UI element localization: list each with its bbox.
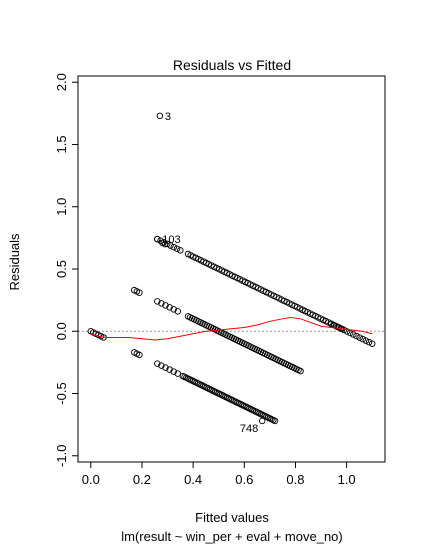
residual-point xyxy=(166,304,173,311)
residual-point xyxy=(170,306,177,313)
residual-point xyxy=(340,326,348,334)
residual-point xyxy=(154,298,161,305)
residual-point xyxy=(163,240,171,248)
x-axis-label: Fitted values xyxy=(195,510,269,525)
model-formula-sublabel: lm(result ~ win_per + eval + move_no) xyxy=(121,529,342,544)
residual-point xyxy=(297,367,304,375)
residual-point xyxy=(173,245,181,252)
residual-point xyxy=(136,289,143,296)
x-tick-label: 0.8 xyxy=(286,472,304,487)
residual-point xyxy=(343,328,351,335)
residual-point xyxy=(161,240,169,248)
point-label: 3 xyxy=(165,111,171,123)
x-tick-label: 0.4 xyxy=(184,472,202,487)
smooth-line xyxy=(90,317,373,341)
x-axis: 0.0 0.2 0.4 0.6 0.8 1.0 xyxy=(82,461,356,487)
residual-point xyxy=(158,300,165,307)
residual-point xyxy=(350,331,357,338)
residual-point xyxy=(353,332,360,340)
residual-point xyxy=(356,334,363,341)
residual-point xyxy=(177,247,184,254)
residual-point xyxy=(154,235,161,243)
plot-frame xyxy=(77,75,386,463)
y-axis: -1.0 -0.5 0.0 0.5 1.0 1.5 2.0 xyxy=(54,73,79,467)
y-tick-label: -1.0 xyxy=(54,445,69,467)
x-tick-label: 1.0 xyxy=(338,472,356,487)
y-tick-label: 0.0 xyxy=(54,322,69,340)
residual-point xyxy=(359,335,367,343)
chart-title: Residuals vs Fitted xyxy=(173,57,291,73)
x-tick-label: 0.2 xyxy=(133,472,151,487)
residual-point xyxy=(328,320,335,328)
y-tick-label: 1.5 xyxy=(54,135,69,153)
x-tick-label: 0.6 xyxy=(235,472,253,487)
residual-point xyxy=(156,112,164,120)
residual-point xyxy=(170,243,177,251)
x-tick-label: 0.0 xyxy=(82,472,100,487)
residual-point xyxy=(136,351,143,359)
residual-points-layer xyxy=(87,112,376,425)
residual-point xyxy=(158,362,165,369)
y-tick-label: 1.0 xyxy=(54,198,69,216)
smooth-line-layer xyxy=(90,317,373,341)
residual-point xyxy=(174,308,182,315)
point-label: 748 xyxy=(240,423,258,435)
residual-point xyxy=(362,337,370,344)
residual-point xyxy=(258,417,266,425)
y-tick-label: 0.5 xyxy=(54,260,69,278)
residual-point xyxy=(368,340,376,347)
residual-point xyxy=(170,368,177,375)
point-label: 103 xyxy=(162,234,180,246)
residual-point xyxy=(334,323,341,331)
y-tick-label: -0.5 xyxy=(54,382,69,404)
residual-point xyxy=(154,360,161,367)
point-labels-layer: 3 103 748 xyxy=(162,111,258,435)
residual-point xyxy=(157,237,164,244)
residual-point xyxy=(162,302,169,309)
residual-point xyxy=(174,370,182,377)
y-axis-label: Residuals xyxy=(7,233,22,291)
residual-point xyxy=(271,417,279,425)
residual-point xyxy=(365,338,373,346)
y-tick-label: 2.0 xyxy=(54,73,69,91)
residual-point xyxy=(166,366,173,373)
residual-point xyxy=(162,364,169,371)
